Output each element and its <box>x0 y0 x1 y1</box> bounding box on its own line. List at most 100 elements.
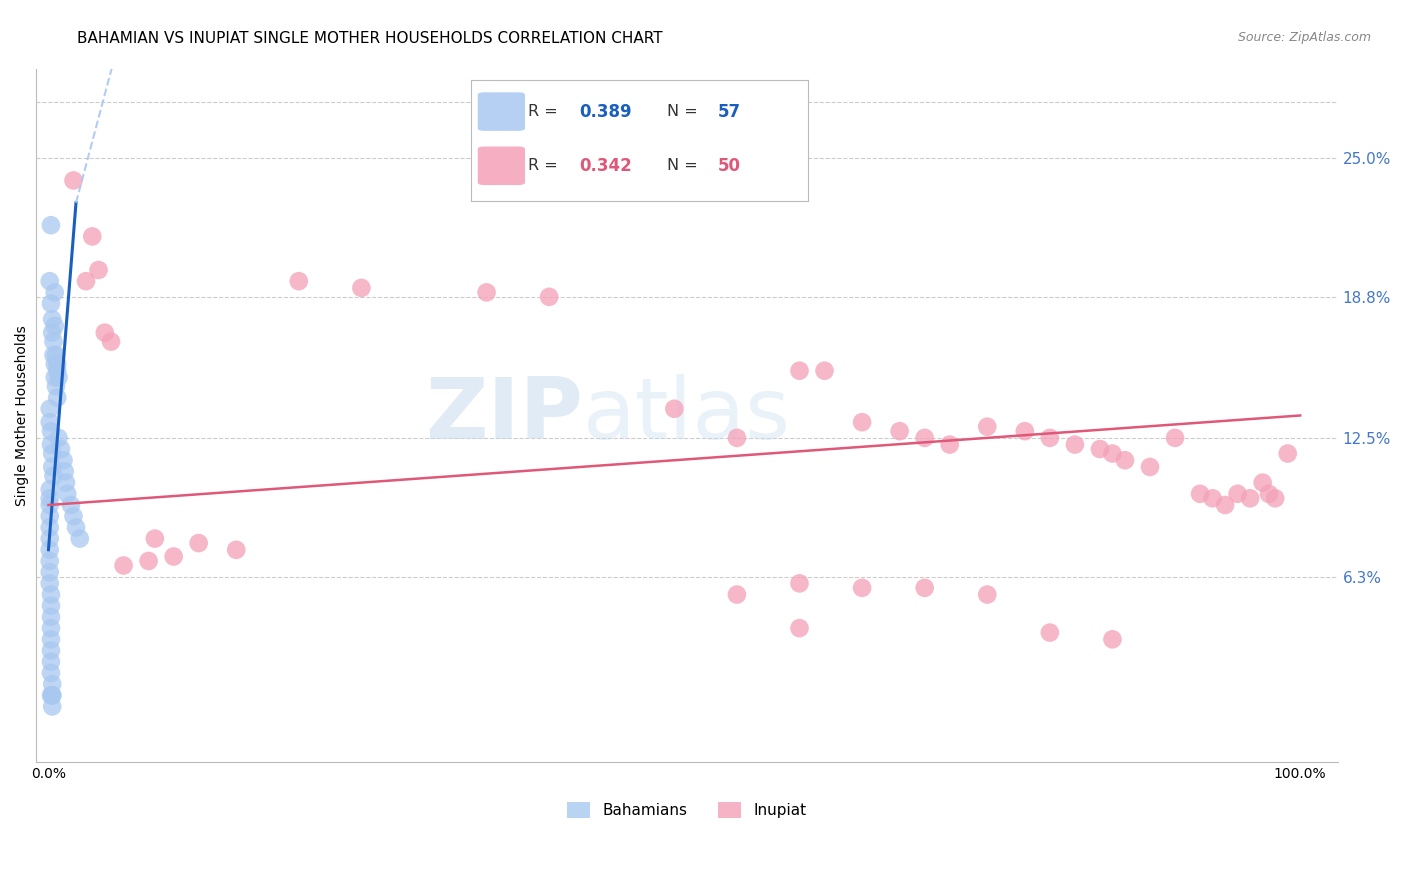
Point <box>350 281 373 295</box>
Point <box>162 549 184 564</box>
Point <box>42 334 65 349</box>
Point <box>1039 431 1062 445</box>
Point <box>41 459 63 474</box>
Point <box>39 643 62 657</box>
Point <box>914 581 936 595</box>
Point <box>44 318 66 333</box>
Point <box>813 364 835 378</box>
Point <box>39 632 62 647</box>
Point <box>53 465 76 479</box>
Point <box>1251 475 1274 490</box>
Point <box>39 599 62 613</box>
Point <box>39 588 62 602</box>
Point <box>69 532 91 546</box>
Point <box>38 520 60 534</box>
Point <box>82 229 104 244</box>
Point <box>1064 437 1087 451</box>
Point <box>56 487 79 501</box>
Point <box>59 498 82 512</box>
Point <box>39 665 62 680</box>
Point <box>39 296 62 310</box>
Point <box>44 370 66 384</box>
Point <box>39 424 62 438</box>
Point <box>851 415 873 429</box>
FancyBboxPatch shape <box>478 146 524 185</box>
Point <box>538 290 561 304</box>
Point <box>52 453 75 467</box>
Point <box>1114 453 1136 467</box>
Text: N =: N = <box>666 104 703 120</box>
Point <box>49 442 72 456</box>
Point <box>39 655 62 669</box>
Point <box>38 576 60 591</box>
Point <box>789 576 811 591</box>
Point <box>225 542 247 557</box>
Point <box>41 326 63 340</box>
Point <box>42 469 65 483</box>
Text: ZIP: ZIP <box>425 374 582 457</box>
Point <box>62 509 84 524</box>
Point <box>1039 625 1062 640</box>
Point <box>1226 487 1249 501</box>
Point <box>44 357 66 371</box>
Point <box>851 581 873 595</box>
Point <box>1277 446 1299 460</box>
Point <box>41 312 63 326</box>
Text: R =: R = <box>529 104 564 120</box>
Point <box>46 391 69 405</box>
Point <box>38 491 60 506</box>
Point <box>42 348 65 362</box>
Point <box>38 565 60 579</box>
Point <box>1101 632 1123 647</box>
Point <box>187 536 209 550</box>
Text: 0.389: 0.389 <box>579 103 631 120</box>
Point <box>38 415 60 429</box>
Text: N =: N = <box>666 158 703 173</box>
Point <box>725 431 748 445</box>
Text: BAHAMIAN VS INUPIAT SINGLE MOTHER HOUSEHOLDS CORRELATION CHART: BAHAMIAN VS INUPIAT SINGLE MOTHER HOUSEH… <box>77 31 664 46</box>
Point <box>44 285 66 300</box>
Point <box>1164 431 1187 445</box>
Point <box>87 263 110 277</box>
Point <box>48 370 70 384</box>
Point <box>38 532 60 546</box>
Point <box>45 348 67 362</box>
Point <box>65 520 87 534</box>
Point <box>112 558 135 573</box>
Point <box>1189 487 1212 501</box>
Point <box>41 688 63 702</box>
Point <box>789 364 811 378</box>
Point <box>100 334 122 349</box>
Point <box>976 588 998 602</box>
Point <box>39 621 62 635</box>
Text: 57: 57 <box>717 103 741 120</box>
Point <box>1264 491 1286 506</box>
Point <box>789 621 811 635</box>
Y-axis label: Single Mother Households: Single Mother Households <box>15 325 30 506</box>
Point <box>41 688 63 702</box>
Legend: Bahamians, Inupiat: Bahamians, Inupiat <box>561 796 813 824</box>
Point <box>38 483 60 497</box>
Point <box>38 554 60 568</box>
Point <box>889 424 911 438</box>
Point <box>75 274 97 288</box>
Point <box>39 437 62 451</box>
Point <box>39 610 62 624</box>
Point <box>143 532 166 546</box>
Point <box>914 431 936 445</box>
Point <box>138 554 160 568</box>
Point <box>1239 491 1261 506</box>
Point <box>475 285 498 300</box>
Point <box>725 588 748 602</box>
Point <box>38 498 60 512</box>
Point <box>38 401 60 416</box>
Point <box>38 274 60 288</box>
Point <box>41 446 63 460</box>
Point <box>41 677 63 691</box>
FancyBboxPatch shape <box>478 93 524 131</box>
Point <box>1101 446 1123 460</box>
Point <box>62 173 84 187</box>
Point <box>38 542 60 557</box>
Point <box>1201 491 1223 506</box>
Text: atlas: atlas <box>582 374 790 457</box>
